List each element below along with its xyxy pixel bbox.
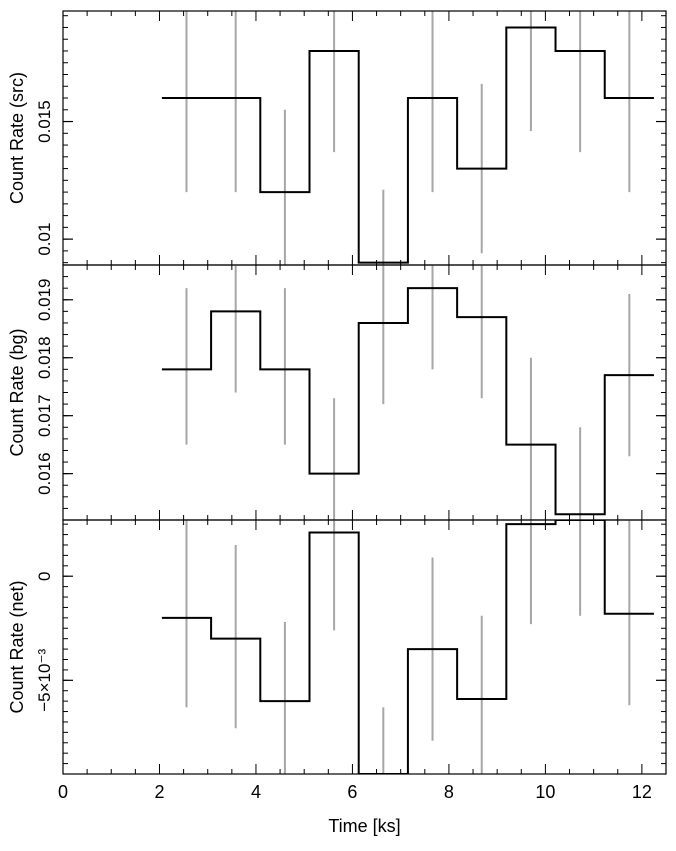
panel-2-y-axis-label: Count Rate (bg): [7, 328, 27, 456]
panel-3-step-line: [161, 520, 654, 774]
x-tick-label: 0: [58, 782, 68, 802]
panel-2-frame: [62, 264, 667, 521]
panel-2-y-tick-label: 0.019: [35, 278, 54, 321]
panel-3-frame: [62, 519, 667, 775]
panel-3-y-axis-label: Count Rate (net): [7, 580, 27, 713]
x-tick-label: 8: [444, 782, 454, 802]
panel-1-step-line: [161, 26, 654, 264]
panel-1-y-tick-label: 0.01: [35, 223, 54, 256]
x-axis-label: Time [ks]: [328, 816, 400, 836]
x-tick-label: 12: [632, 782, 652, 802]
panel-3-y-tick-label: −5×10⁻³: [35, 649, 54, 712]
panel-2-y-tick-label: 0.016: [35, 452, 54, 495]
x-tick-label: 10: [535, 782, 555, 802]
panel-1-y-axis-label: Count Rate (src): [7, 72, 27, 204]
x-tick-label: 6: [347, 782, 357, 802]
panel-2-y-tick-label: 0.018: [35, 336, 54, 379]
x-tick-label: 4: [251, 782, 261, 802]
panel-2-y-tick-label: 0.017: [35, 394, 54, 437]
panel-1-frame: [62, 10, 667, 266]
panel-3-y-tick-label: 0: [35, 571, 54, 580]
panel-2-step-line: [161, 287, 654, 516]
x-tick-label: 2: [154, 782, 164, 802]
panel-1-y-tick-label: 0.015: [35, 100, 54, 143]
